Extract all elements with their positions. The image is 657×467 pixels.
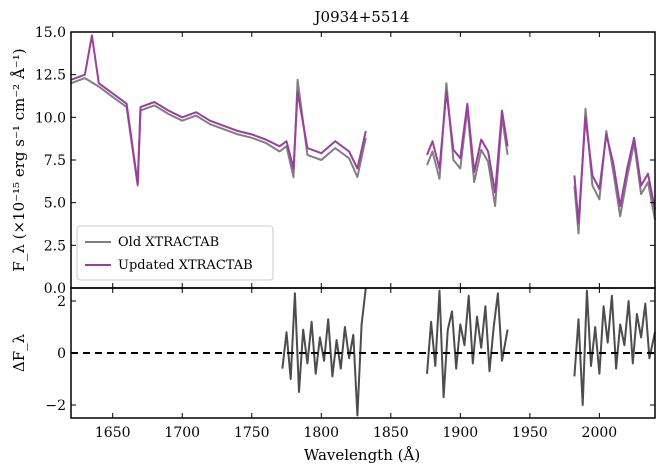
x-tick-label: 1900	[443, 425, 479, 441]
top-series-1-segment-0	[70, 34, 367, 185]
x-tick-label: 1850	[373, 425, 409, 441]
bottom-y-axis-label: ΔF_λ	[10, 333, 28, 372]
bottom-y-tick-label: 0	[57, 346, 66, 362]
bottom-series-0-segment-2	[573, 289, 656, 406]
legend: Old XTRACTAB Updated XTRACTAB	[76, 225, 274, 281]
bottom-series-0-segment-0	[281, 287, 367, 417]
x-tick-label: 1700	[164, 425, 200, 441]
top-y-axis-label: F_λ (×10⁻¹⁵ erg s⁻¹ cm⁻² Å⁻¹)	[10, 48, 28, 271]
legend-label-updated: Updated XTRACTAB	[118, 258, 253, 273]
top-y-tick-label: 2.5	[44, 238, 66, 254]
top-y-tick-label: 10.0	[35, 110, 66, 126]
bottom-series-0-segment-1	[426, 289, 509, 399]
x-tick-label: 1750	[234, 425, 270, 441]
top-series-0-segment-2	[573, 107, 656, 235]
top-y-tick-label: 12.5	[35, 68, 66, 84]
top-panel: 0.0 2.5 5.0 7.5 10.0 12.5 15.0	[35, 25, 656, 297]
top-y-tick-label: 0.0	[44, 281, 66, 297]
x-tick-label: 1950	[512, 425, 548, 441]
legend-frame	[76, 225, 274, 281]
x-axis-label: Wavelength (Å)	[304, 446, 420, 464]
bottom-y-tick-label: 2	[57, 294, 66, 310]
x-tick-label: 2000	[582, 425, 618, 441]
bottom-y-tick-label: −2	[45, 398, 66, 414]
top-y-tick-label: 15.0	[35, 25, 66, 41]
chart-title: J0934+5514	[313, 8, 410, 26]
x-tick-label: 1800	[303, 425, 339, 441]
top-y-tick-label: 5.0	[44, 196, 66, 212]
x-tick-label: 1650	[95, 425, 131, 441]
bottom-panel: 1650 1700 1750 1800 1850 1900 1950 2000 −2 0 2	[45, 287, 656, 441]
legend-label-old: Old XTRACTAB	[118, 235, 219, 250]
top-y-tick-label: 7.5	[44, 153, 66, 169]
top-series-1-segment-2	[573, 116, 656, 225]
top-series-1-segment-1	[426, 90, 509, 194]
